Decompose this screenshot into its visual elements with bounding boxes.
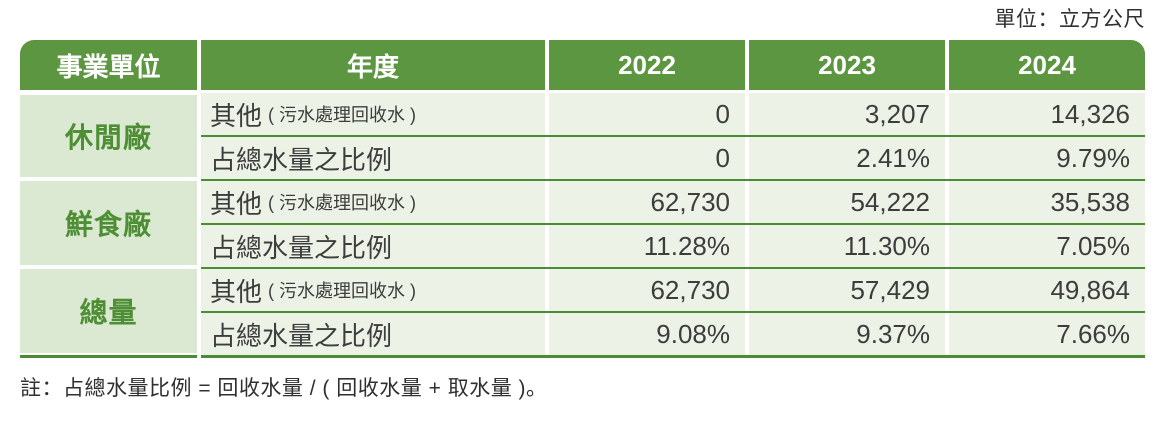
value-cell-2023: 54,222: [749, 181, 945, 223]
group-label: 鮮食廠: [20, 181, 197, 265]
header-year-2023: 2023: [749, 40, 945, 90]
value-cell-2024: 9.79%: [949, 137, 1145, 179]
group-total: 總量 其他 ( 污水處理回收水 ) 62,730 57,429 49,864 占…: [20, 267, 1145, 355]
header-year-2022: 2022: [549, 40, 745, 90]
group-rows: 其他 ( 污水處理回收水 ) 62,730 54,222 35,538 占總水量…: [201, 179, 1145, 267]
group-label: 總量: [20, 269, 197, 353]
value-cell-2022: 62,730: [549, 181, 745, 223]
value-cell-2024: 14,326: [949, 93, 1145, 135]
value-cell-2023: 9.37%: [749, 313, 945, 355]
table-bottom-border: [20, 355, 1145, 358]
table-row: 占總水量之比例 9.08% 9.37% 7.66%: [201, 311, 1145, 355]
bottom-border-segment: [201, 355, 1145, 358]
value-cell-2023: 57,429: [749, 269, 945, 311]
header-year: 年度: [201, 40, 545, 90]
group-label: 休閒廠: [20, 95, 197, 177]
metric-sub-label: ( 污水處理回收水 ): [268, 105, 417, 125]
value-cell-2023: 11.30%: [749, 225, 945, 267]
table-row: 其他 ( 污水處理回收水 ) 62,730 57,429 49,864: [201, 267, 1145, 311]
value-cell-2024: 7.66%: [949, 313, 1145, 355]
value-cell-2022: 9.08%: [549, 313, 745, 355]
metric-cell: 其他 ( 污水處理回收水 ): [201, 93, 545, 135]
table-row: 其他 ( 污水處理回收水 ) 62,730 54,222 35,538: [201, 179, 1145, 223]
table-body: 休閒廠 其他 ( 污水處理回收水 ) 0 3,207 14,326 占總水量之比…: [20, 93, 1145, 355]
table-header-row: 事業單位 年度 2022 2023 2024: [20, 40, 1145, 90]
metric-cell: 占總水量之比例: [201, 137, 545, 179]
metric-cell: 占總水量之比例: [201, 225, 545, 267]
group-rows: 其他 ( 污水處理回收水 ) 62,730 57,429 49,864 占總水量…: [201, 267, 1145, 355]
unit-label: 單位：立方公尺: [994, 8, 1145, 31]
metric-main-label: 其他: [210, 276, 263, 307]
group-leisure-plant: 休閒廠 其他 ( 污水處理回收水 ) 0 3,207 14,326 占總水量之比…: [20, 93, 1145, 179]
metric-sub-label: ( 污水處理回收水 ): [268, 193, 417, 213]
metric-cell: 占總水量之比例: [201, 313, 545, 355]
header-year-2024: 2024: [949, 40, 1145, 90]
value-cell-2022: 0: [549, 137, 745, 179]
metric-main-label: 占總水量之比例: [210, 144, 393, 175]
value-cell-2023: 3,207: [749, 93, 945, 135]
metric-sub-label: ( 污水處理回收水 ): [268, 281, 417, 301]
value-cell-2022: 11.28%: [549, 225, 745, 267]
value-cell-2022: 0: [549, 93, 745, 135]
group-rows: 其他 ( 污水處理回收水 ) 0 3,207 14,326 占總水量之比例 0: [201, 93, 1145, 179]
metric-main-label: 占總水量之比例: [210, 232, 393, 263]
metric-cell: 其他 ( 污水處理回收水 ): [201, 269, 545, 311]
metric-cell: 其他 ( 污水處理回收水 ): [201, 181, 545, 223]
footnote: 註：占總水量比例 = 回收水量 / ( 回收水量 + 取水量 )。: [20, 377, 548, 400]
recycled-water-table: 事業單位 年度 2022 2023 2024 休閒廠 其他 ( 污水處理回收水 …: [20, 40, 1145, 358]
metric-main-label: 其他: [210, 188, 263, 219]
value-cell-2022: 62,730: [549, 269, 745, 311]
table-row: 占總水量之比例 11.28% 11.30% 7.05%: [201, 223, 1145, 267]
group-fresh-food-plant: 鮮食廠 其他 ( 污水處理回收水 ) 62,730 54,222 35,538 …: [20, 179, 1145, 267]
value-cell-2023: 2.41%: [749, 137, 945, 179]
header-business-unit: 事業單位: [20, 40, 197, 90]
value-cell-2024: 7.05%: [949, 225, 1145, 267]
value-cell-2024: 49,864: [949, 269, 1145, 311]
value-cell-2024: 35,538: [949, 181, 1145, 223]
table-row: 占總水量之比例 0 2.41% 9.79%: [201, 135, 1145, 179]
bottom-border-segment: [20, 355, 197, 358]
metric-main-label: 占總水量之比例: [210, 320, 393, 351]
metric-main-label: 其他: [210, 100, 263, 131]
table-row: 其他 ( 污水處理回收水 ) 0 3,207 14,326: [201, 93, 1145, 135]
